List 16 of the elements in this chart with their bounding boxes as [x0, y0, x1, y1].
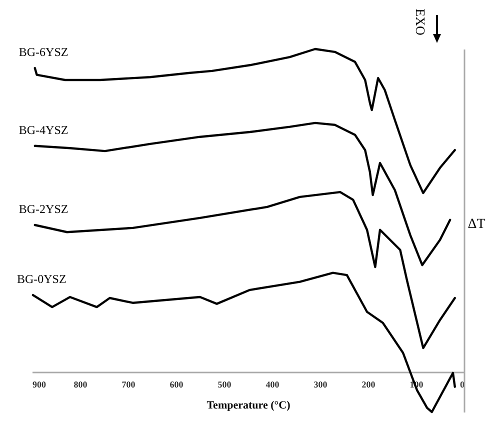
x-tick-label: 200	[362, 379, 376, 390]
x-tick-label: 900	[32, 379, 46, 390]
series-label: BG-4YSZ	[18, 122, 68, 137]
text: EXO	[413, 8, 428, 36]
series-label: BG-0YSZ	[16, 272, 66, 286]
x-tick-label: 500	[218, 379, 232, 390]
series-label: BG-2YSZ	[18, 202, 68, 216]
y-axis-title: ΔT	[468, 217, 486, 232]
x-tick-label: 400	[266, 379, 280, 390]
x-tick-label: 800	[74, 379, 88, 390]
series-label: BG-6YSZ	[18, 45, 68, 60]
x-tick-label: 600	[170, 379, 184, 390]
x-axis-title: Temperature (°C)	[206, 399, 291, 412]
x-tick-label: 0	[460, 379, 465, 390]
x-tick-label: 300	[314, 379, 328, 390]
x-tick-label: 700	[122, 379, 136, 390]
